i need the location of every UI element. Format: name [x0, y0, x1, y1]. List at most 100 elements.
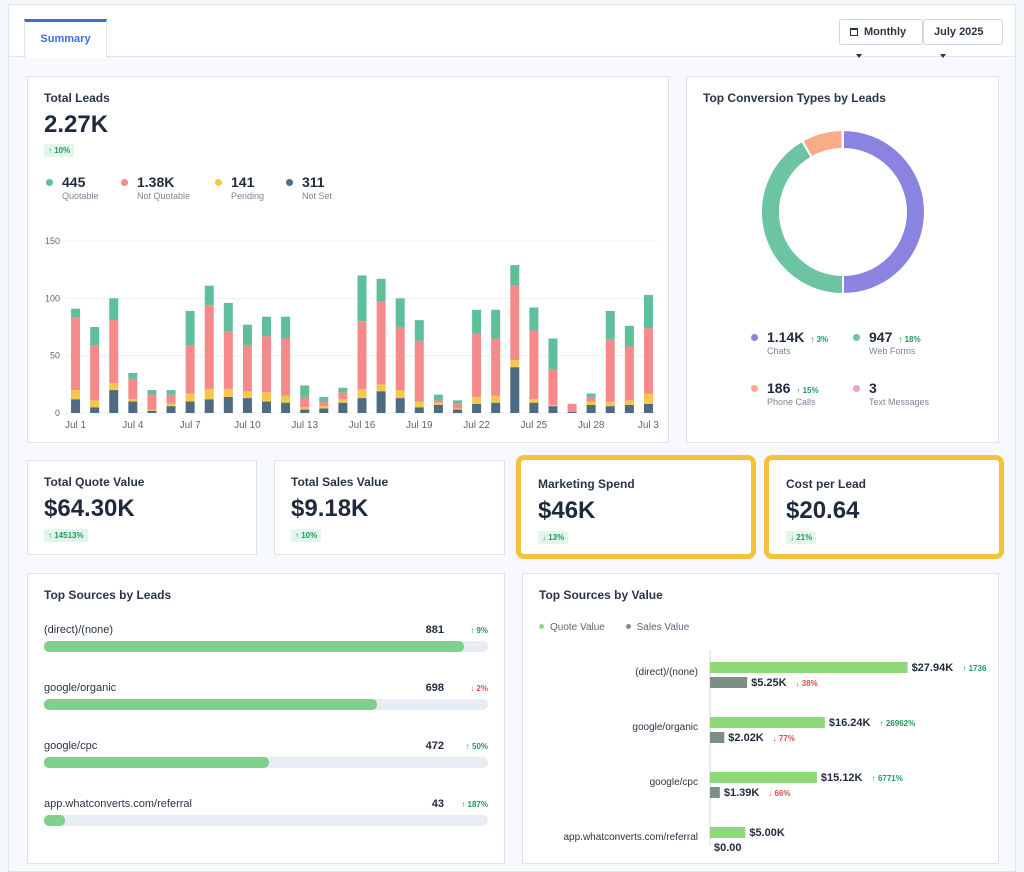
sales-value-change: ↓ 66%	[768, 789, 790, 798]
source-bar-fill	[44, 699, 377, 710]
quote-value-bar	[710, 772, 817, 783]
source-change: ↑ 9%	[470, 626, 488, 635]
source-row: (direct)/(none) 881 ↑ 9%	[44, 624, 488, 654]
conv-value: 3	[869, 380, 877, 396]
bar-segment-not-quotable	[376, 301, 386, 385]
bar-segment-pending	[147, 409, 157, 411]
bar-segment-pending	[300, 407, 310, 410]
source-change: ↑ 187%	[461, 800, 488, 809]
period-select[interactable]: Monthly	[839, 19, 923, 59]
bar-segment-pending	[643, 393, 653, 404]
sales-value-label: $5.25K	[751, 677, 787, 689]
sources-leads-title: Top Sources by Leads	[44, 588, 172, 602]
kpi-value: $9.18K	[291, 495, 369, 522]
bar-segment-not-set	[605, 406, 615, 413]
bar-segment-not-quotable	[338, 392, 348, 400]
tab-summary[interactable]: Summary	[24, 19, 107, 58]
bar-segment-quotable	[529, 307, 539, 331]
legend-dot-quote	[539, 624, 544, 629]
source-bar-fill	[44, 757, 270, 768]
bar-segment-pending	[357, 388, 367, 399]
x-tick-label: Jul 3	[638, 420, 660, 431]
bar-segment-not-set	[433, 404, 443, 413]
x-tick-label: Jul 13	[291, 420, 318, 431]
bar-segment-pending	[204, 388, 214, 400]
text-messages-dot	[853, 385, 860, 392]
kpi-title: Marketing Spend	[538, 477, 635, 491]
sales-value-label: $2.02K	[728, 732, 764, 744]
bar-segment-pending	[319, 406, 329, 409]
conv-change: ↑ 15%	[796, 386, 819, 395]
bar-segment-not-set	[567, 411, 577, 413]
donut-slice-phone-calls	[800, 128, 844, 159]
bar-segment-pending	[242, 391, 252, 399]
bar-segment-quotable	[147, 390, 157, 395]
bar-segment-quotable	[185, 310, 195, 346]
bar-segment-not-set	[643, 403, 653, 413]
bar-segment-not-quotable	[624, 346, 634, 401]
bar-segment-not-set	[147, 410, 157, 413]
bar-segment-not-set	[529, 402, 539, 413]
bar-segment-quotable	[491, 309, 501, 339]
bar-segment-not-set	[357, 398, 367, 413]
conversion-types-card: Top Conversion Types by Leads 1.14K ↑ 3% …	[686, 76, 999, 443]
bar-segment-quotable	[242, 324, 252, 346]
bar-segment-not-quotable	[185, 345, 195, 394]
stat-value: 1.38K	[137, 174, 175, 190]
bar-segment-not-set	[376, 391, 386, 413]
bar-segment-quotable	[357, 275, 367, 322]
bar-segment-not-quotable	[605, 339, 615, 402]
kpi-change: ↑ 10%	[291, 529, 322, 542]
quote-value-change: ↑ 6771%	[872, 774, 903, 783]
leads-bar-chart: 150 100 50 0 Jul 1 Jul 4 Jul 7 Jul 10 Jul 13 Jul …	[45, 236, 660, 431]
total-leads-value: 2.27K	[44, 111, 109, 138]
conv-change: ↑ 18%	[898, 335, 921, 344]
bar-segment-not-quotable	[586, 396, 596, 402]
bar-segment-not-set	[128, 401, 138, 413]
bar-segment-not-set	[414, 407, 424, 413]
source-bar-track	[44, 699, 488, 710]
stat-label: Not Quotable	[137, 191, 191, 201]
bar-segment-not-set	[185, 401, 195, 413]
bar-segment-not-quotable	[109, 320, 119, 384]
bar-segment-pending	[166, 403, 176, 407]
source-name: app.whatconverts.com/referral	[44, 798, 192, 810]
month-select-label: July 2025	[934, 26, 984, 38]
bar-segment-not-set	[491, 402, 501, 413]
sales-value-label: $0.00	[714, 842, 742, 854]
bar-segment-quotable	[223, 302, 233, 332]
bar-segment-not-set	[223, 396, 233, 413]
month-select[interactable]: July 2025	[923, 19, 1003, 59]
bar-segment-pending	[223, 388, 233, 397]
bar-segment-pending	[414, 401, 424, 408]
bar-segment-not-set	[452, 409, 462, 413]
sources-by-leads-card: Top Sources by Leads (direct)/(none) 881…	[27, 573, 505, 864]
conv-value: 1.14K	[767, 329, 805, 345]
bar-segment-quotable	[338, 387, 348, 393]
bar-segment-not-set	[204, 399, 214, 413]
bar-segment-quotable	[262, 316, 272, 337]
total-leads-change: ↑ 10%	[44, 144, 75, 157]
bar-segment-not-quotable	[90, 345, 100, 401]
bar-segment-not-quotable	[548, 369, 558, 405]
bar-segment-not-quotable	[242, 345, 252, 392]
bar-segment-not-set	[281, 402, 291, 413]
bar-segment-not-quotable	[147, 394, 157, 410]
sales-value-change: ↓ 38%	[796, 679, 818, 688]
quote-value-label: $5.00K	[749, 827, 785, 839]
bar-segment-not-quotable	[71, 317, 81, 391]
bar-segment-quotable	[319, 396, 329, 402]
source-change: ↑ 50%	[465, 742, 488, 751]
bar-segment-not-quotable	[491, 338, 501, 396]
donut-slice-chats	[842, 128, 926, 296]
conv-item-label: Text Messages	[869, 397, 930, 407]
quote-value-bar	[710, 827, 746, 838]
bar-segment-pending	[262, 392, 272, 402]
bar-segment-pending	[586, 401, 596, 405]
bar-segment-pending	[128, 399, 138, 402]
bar-segment-not-quotable	[452, 403, 462, 409]
source-row: google/organic 698 ↓ 2%	[44, 682, 488, 712]
bar-segment-pending	[338, 399, 348, 403]
calendar-icon	[850, 28, 858, 36]
source-row: google/cpc 472 ↑ 50%	[44, 740, 488, 770]
